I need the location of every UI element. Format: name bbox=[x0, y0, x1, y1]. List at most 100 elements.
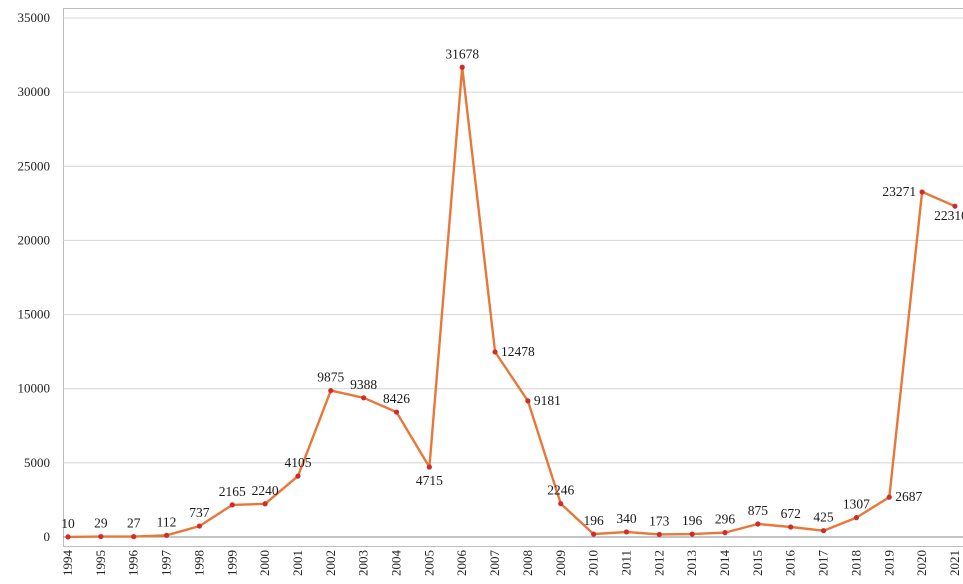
data-label-2004: 8426 bbox=[383, 391, 410, 406]
x-tick-label: 2020 bbox=[914, 550, 929, 576]
x-tick-label: 1999 bbox=[224, 550, 239, 576]
data-label-1998: 737 bbox=[189, 505, 210, 520]
x-tick-label: 2019 bbox=[881, 550, 896, 576]
y-tick-label: 10000 bbox=[18, 381, 51, 396]
x-tick-label: 2018 bbox=[848, 550, 863, 576]
data-point-2008 bbox=[525, 398, 531, 404]
x-tick-label: 2016 bbox=[783, 550, 798, 577]
data-point-2020 bbox=[919, 189, 925, 195]
x-tick-label: 1996 bbox=[126, 550, 141, 577]
data-label-1999: 2165 bbox=[219, 484, 246, 499]
x-tick-label: 2008 bbox=[520, 550, 535, 576]
x-tick-label: 2021 bbox=[947, 550, 962, 576]
data-point-2013 bbox=[689, 531, 695, 537]
data-label-2007: 12478 bbox=[501, 344, 535, 359]
data-point-1998 bbox=[196, 523, 202, 529]
data-point-2019 bbox=[886, 494, 892, 500]
y-tick-label: 25000 bbox=[18, 158, 51, 173]
x-tick-label: 1998 bbox=[191, 550, 206, 576]
data-label-2014: 296 bbox=[715, 512, 736, 527]
x-tick-label: 2010 bbox=[586, 550, 601, 576]
y-tick-label: 20000 bbox=[18, 232, 51, 247]
data-label-2016: 672 bbox=[781, 506, 801, 521]
x-tick-label: 2013 bbox=[684, 550, 699, 576]
data-label-2012: 173 bbox=[649, 513, 670, 528]
data-point-2004 bbox=[393, 409, 400, 415]
data-label-2011: 340 bbox=[616, 511, 637, 526]
data-point-2006 bbox=[459, 64, 465, 70]
x-tick-label: 2005 bbox=[421, 550, 436, 576]
data-point-2007 bbox=[492, 349, 498, 355]
data-point-2010 bbox=[591, 531, 597, 537]
series-line bbox=[67, 66, 956, 539]
data-point-2005 bbox=[426, 464, 432, 470]
data-point-2021 bbox=[952, 203, 958, 209]
data-point-1997 bbox=[163, 532, 170, 538]
data-label-2003: 9388 bbox=[350, 377, 377, 392]
data-point-2003 bbox=[361, 395, 367, 401]
data-point-2001 bbox=[295, 473, 301, 479]
x-tick-label: 2011 bbox=[618, 550, 633, 576]
data-point-2017 bbox=[820, 528, 827, 534]
data-markers bbox=[65, 64, 958, 540]
data-label-2018: 1307 bbox=[843, 497, 870, 512]
data-label-2021: 22310 bbox=[934, 208, 963, 223]
x-tick-label: 2012 bbox=[651, 550, 666, 576]
x-tick-label: 2002 bbox=[323, 550, 338, 576]
data-point-2016 bbox=[788, 524, 794, 530]
data-point-2009 bbox=[558, 501, 564, 507]
data-label-2000: 2240 bbox=[252, 483, 279, 498]
y-axis-ticks: 0 5000 10000 15000 20000 25000 30000 35000 bbox=[18, 10, 51, 544]
plot-border bbox=[63, 8, 963, 547]
x-tick-label: 2001 bbox=[290, 550, 305, 576]
data-point-2002 bbox=[328, 387, 334, 394]
data-label-2008: 9181 bbox=[534, 393, 561, 408]
x-tick-label: 2015 bbox=[750, 550, 765, 576]
x-tick-label: 1994 bbox=[60, 550, 75, 577]
data-label-2020: 23271 bbox=[882, 184, 916, 199]
data-label-2002: 9875 bbox=[317, 370, 344, 385]
data-point-2015 bbox=[755, 521, 761, 527]
y-tick-label: 5000 bbox=[24, 455, 50, 470]
x-tick-label: 1995 bbox=[93, 550, 108, 576]
y-tick-label: 35000 bbox=[18, 10, 51, 25]
y-tick-label: 30000 bbox=[18, 84, 51, 99]
data-label-2001: 4105 bbox=[284, 455, 311, 470]
x-tick-label: 2017 bbox=[816, 550, 831, 577]
data-label-1995: 29 bbox=[94, 516, 108, 531]
data-label-1996: 27 bbox=[127, 516, 141, 531]
x-tick-label: 2007 bbox=[487, 550, 502, 577]
data-labels: 10 29 27 112 737 2165 2240 4105 9875 9388 8426 4715… bbox=[61, 46, 963, 531]
data-label-2013: 196 bbox=[682, 513, 703, 528]
x-axis-ticks: 1994 1995 1996 1997 1998 1999 2000 2001 2002 2003… bbox=[60, 550, 962, 577]
data-label-2017: 425 bbox=[813, 510, 834, 525]
x-tick-label: 1997 bbox=[159, 550, 174, 577]
data-point-1994 bbox=[65, 534, 71, 540]
data-label-1997: 112 bbox=[157, 514, 177, 529]
x-tick-label: 2000 bbox=[257, 550, 272, 576]
data-point-2011 bbox=[623, 529, 630, 535]
y-tick-label: 0 bbox=[44, 529, 51, 544]
y-tick-label: 15000 bbox=[18, 307, 51, 322]
data-point-2014 bbox=[722, 530, 728, 536]
x-tick-label: 2006 bbox=[454, 550, 469, 577]
x-tick-label: 2003 bbox=[356, 550, 371, 576]
data-point-2018 bbox=[853, 515, 860, 521]
data-label-2005: 4715 bbox=[416, 473, 443, 488]
x-tick-label: 2009 bbox=[553, 550, 568, 576]
data-label-2009: 2246 bbox=[547, 483, 574, 498]
data-label-2019: 2687 bbox=[895, 489, 922, 504]
data-point-2000 bbox=[262, 501, 268, 507]
data-label-1994: 10 bbox=[61, 516, 75, 531]
data-label-2010: 196 bbox=[583, 513, 604, 528]
gridlines bbox=[63, 17, 963, 538]
data-label-2006: 31678 bbox=[445, 46, 479, 61]
data-point-1996 bbox=[131, 533, 137, 540]
data-label-2015: 875 bbox=[748, 503, 769, 518]
x-tick-label: 2014 bbox=[717, 550, 732, 577]
data-point-1999 bbox=[229, 502, 235, 508]
data-point-1995 bbox=[98, 533, 104, 540]
data-point-2012 bbox=[656, 531, 662, 538]
